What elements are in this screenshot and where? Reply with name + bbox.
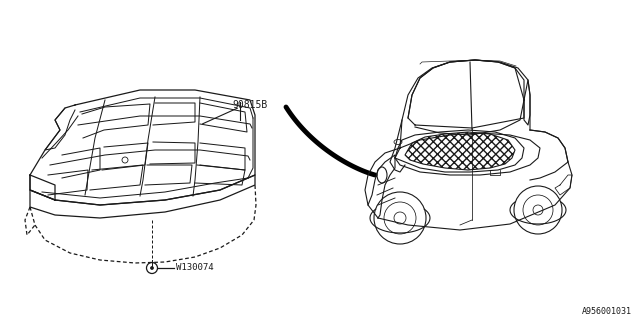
- Text: A956001031: A956001031: [582, 307, 632, 316]
- Polygon shape: [405, 132, 515, 170]
- Text: 90815B: 90815B: [232, 100, 268, 110]
- Text: W130074: W130074: [176, 263, 214, 273]
- Circle shape: [150, 267, 154, 269]
